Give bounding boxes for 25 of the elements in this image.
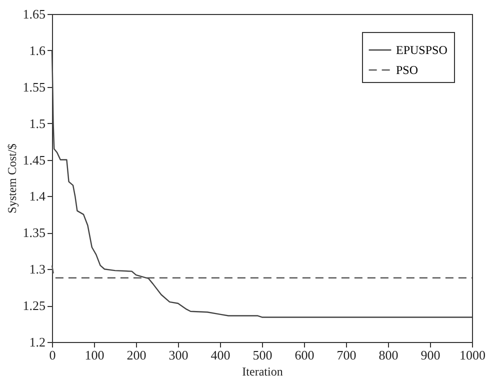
y-tick-label: 1.2 bbox=[29, 334, 46, 350]
y-tick-label: 1.35 bbox=[22, 225, 46, 240]
x-tick-label: 500 bbox=[252, 348, 272, 362]
y-axis-title: System Cost/$ bbox=[4, 144, 19, 214]
y-tick-label: 1.45 bbox=[22, 152, 46, 168]
y-tick-label: 1.65 bbox=[22, 6, 46, 22]
x-tick-label: 700 bbox=[336, 348, 356, 362]
x-tick-label: 800 bbox=[378, 348, 398, 362]
x-axis-title: Iteration bbox=[242, 364, 283, 376]
y-tick-label: 1.55 bbox=[22, 79, 46, 94]
y-tick-label: 1.25 bbox=[22, 298, 46, 314]
x-tick-label: 200 bbox=[126, 348, 146, 362]
x-tick-label: 900 bbox=[420, 348, 440, 362]
x-tick-label: 300 bbox=[168, 348, 188, 362]
x-tick-label: 100 bbox=[84, 348, 104, 362]
y-tick-label: 1.3 bbox=[29, 262, 46, 277]
x-tick-label: 600 bbox=[294, 348, 314, 362]
x-tick-label: 0 bbox=[49, 348, 56, 362]
y-tick-label: 1.4 bbox=[29, 188, 46, 204]
y-tick-label: 1.6 bbox=[29, 42, 46, 58]
y-tick-label: 1.5 bbox=[29, 116, 46, 131]
legend-label: EPUSPSO bbox=[396, 43, 448, 57]
legend-label: PSO bbox=[396, 63, 418, 77]
x-tick-label: 1000 bbox=[460, 348, 486, 362]
x-tick-label: 400 bbox=[210, 348, 230, 362]
